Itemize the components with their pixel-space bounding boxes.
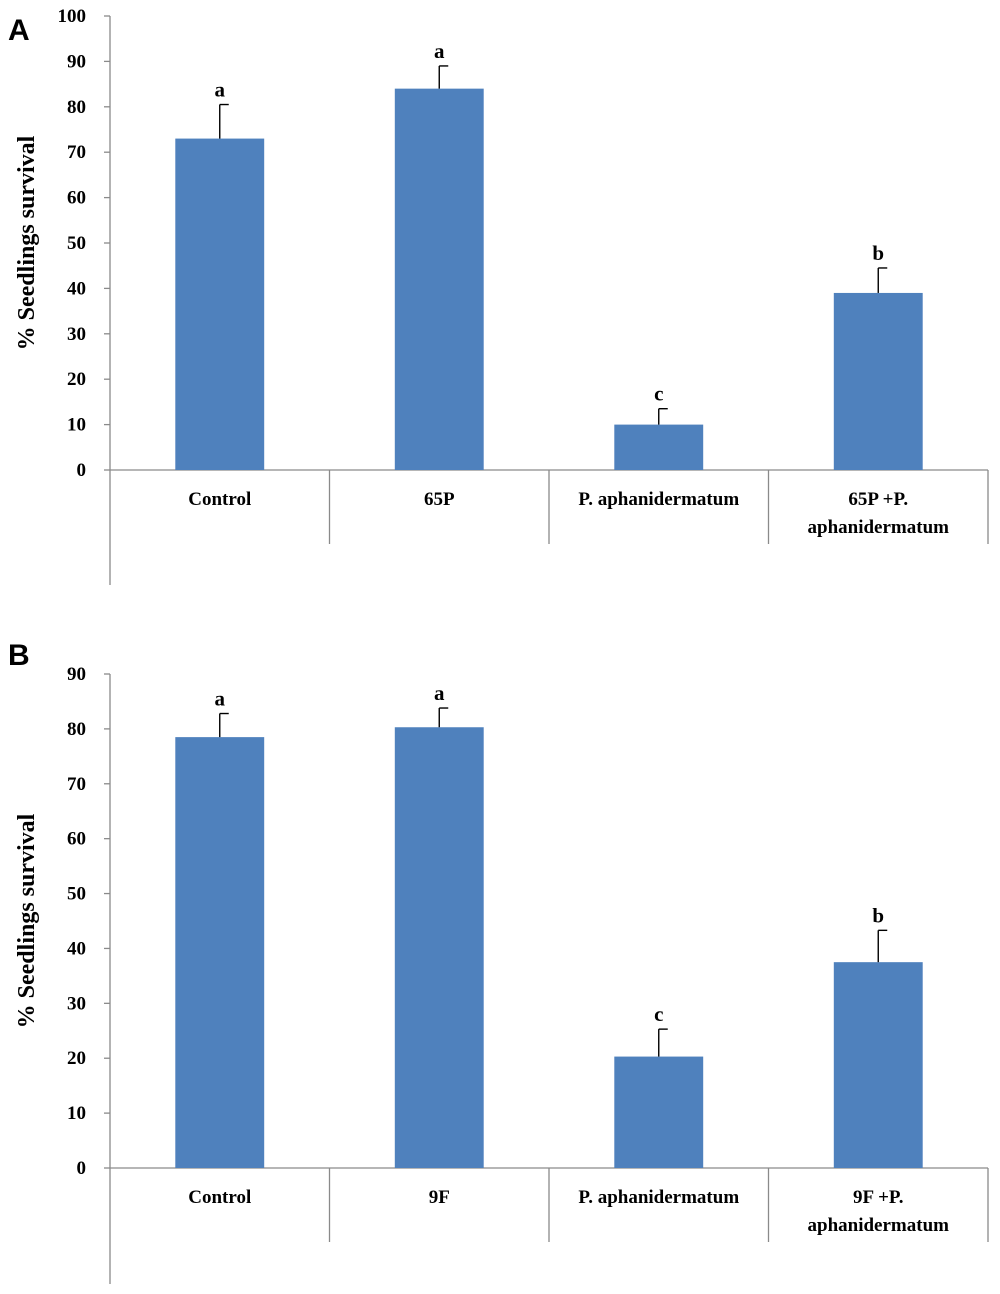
significance-label: a [215, 687, 226, 711]
bar [175, 737, 265, 1168]
bar [394, 727, 484, 1168]
y-tick-label: 70 [67, 142, 86, 163]
significance-label: a [215, 78, 226, 102]
y-tick-label: 60 [67, 188, 86, 209]
y-tick-label: 40 [67, 278, 86, 299]
y-tick-label: 80 [67, 719, 86, 740]
bar [175, 138, 265, 470]
y-tick-label: 10 [67, 1103, 86, 1124]
x-category-label: 9F +P. [853, 1187, 904, 1208]
y-tick-label: 30 [67, 324, 86, 345]
y-tick-label: 100 [58, 6, 87, 27]
significance-label: c [654, 382, 663, 406]
panel-a-chart: A % Seedlings survival 0 10 20 30 40 50 60 70 80 90… [8, 6, 989, 585]
x-category-label: 65P +P. [848, 489, 908, 510]
bar [614, 1056, 704, 1168]
y-axis-title: % Seedlings survival [14, 813, 40, 1028]
x-category-label: aphanidermatum [808, 517, 950, 538]
y-tick-label: 60 [67, 829, 86, 850]
y-tick-label: 20 [67, 1048, 86, 1069]
x-category-label: P. aphanidermatum [578, 1187, 739, 1208]
y-tick-label: 40 [67, 938, 86, 959]
x-category-label: 65P [424, 489, 455, 510]
y-tick-label: 20 [67, 369, 86, 390]
x-category-label: P. aphanidermatum [578, 489, 739, 510]
y-tick-label: 70 [67, 774, 86, 795]
bar [833, 962, 923, 1168]
bar [394, 88, 484, 470]
significance-label: a [434, 681, 445, 705]
x-category-label: 9F [429, 1187, 450, 1208]
y-tick-label: 50 [67, 233, 86, 254]
significance-label: b [872, 241, 884, 265]
x-category-label: Control [188, 1187, 251, 1208]
significance-label: c [654, 1002, 663, 1026]
significance-label: b [872, 903, 884, 927]
panel-label: B [8, 639, 30, 672]
y-axis-title: % Seedlings survival [14, 135, 40, 350]
x-category-label: aphanidermatum [808, 1215, 950, 1236]
panel-b-chart: B % Seedlings survival 0 10 20 30 40 50 60 70 80 90… [8, 639, 989, 1284]
y-tick-label: 80 [67, 97, 86, 118]
bar [833, 292, 923, 470]
y-tick-label: 90 [67, 51, 86, 72]
y-tick-label: 90 [67, 664, 86, 685]
y-tick-label: 0 [77, 1158, 87, 1179]
y-tick-label: 30 [67, 993, 86, 1014]
y-tick-label: 10 [67, 415, 86, 436]
significance-label: a [434, 39, 445, 63]
bar [614, 424, 704, 470]
panel-label: A [8, 14, 30, 47]
y-tick-label: 0 [77, 460, 87, 481]
x-category-label: Control [188, 489, 251, 510]
y-tick-label: 50 [67, 884, 86, 905]
